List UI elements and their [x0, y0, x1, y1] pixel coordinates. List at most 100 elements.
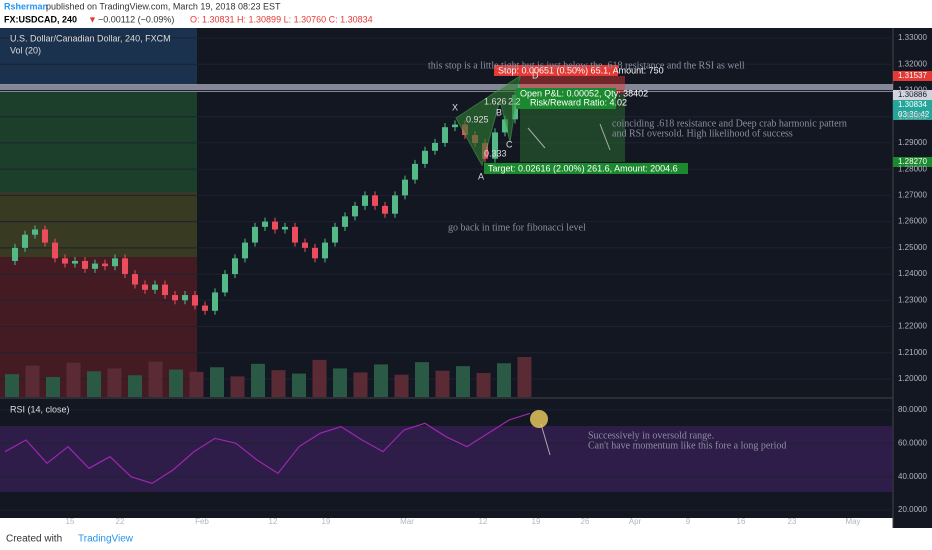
volume-bar — [87, 371, 101, 397]
pnl-label: Open P&L: 0.00052, Qty: 38402 — [520, 88, 648, 98]
countdown: 03:36:42 — [898, 110, 930, 119]
price-marker: 1.30834 — [898, 100, 927, 109]
highlight — [530, 410, 548, 428]
candle — [202, 305, 208, 311]
candle — [282, 226, 288, 230]
volume-bar — [353, 372, 368, 397]
candle — [192, 295, 198, 306]
candle — [252, 226, 258, 243]
time-label: Apr — [629, 517, 642, 526]
volume-label: Vol (20) — [10, 45, 41, 55]
candle — [62, 258, 68, 264]
pattern-ratio: 2.2 — [508, 96, 521, 106]
candle — [362, 195, 368, 206]
target-label-bg — [484, 163, 688, 174]
candle — [422, 150, 428, 164]
volume-bar — [169, 369, 183, 397]
pattern-label: D — [532, 70, 539, 80]
time-label: 12 — [479, 517, 488, 526]
candle — [382, 205, 388, 214]
candle — [272, 221, 278, 230]
volume-bar — [415, 362, 429, 397]
volume-bar — [230, 376, 245, 397]
candle — [232, 258, 238, 275]
candle — [42, 229, 48, 243]
time-label: 9 — [686, 517, 691, 526]
time-label: 16 — [737, 517, 746, 526]
volume-bar — [333, 368, 347, 397]
change-arrow: ▼ — [88, 14, 97, 24]
footer-brand[interactable]: TradingView — [78, 534, 134, 545]
arrow — [599, 123, 611, 151]
price-marker: 1.28270 — [898, 157, 927, 166]
candle — [442, 127, 448, 143]
pattern-ratio: 0.333 — [484, 148, 507, 158]
pattern-ratio: 1.626 — [484, 96, 507, 106]
volume-bar — [517, 357, 532, 397]
candle — [502, 119, 508, 133]
arrow — [527, 127, 546, 149]
pattern-label: C — [506, 139, 513, 149]
change: −0.00112 (−0.09%) — [98, 14, 174, 24]
annotation: Successively in oversold range. — [588, 430, 714, 441]
volume-bar — [292, 373, 306, 397]
price-tick-label: 1.32000 — [898, 59, 927, 68]
candle — [242, 242, 248, 259]
candle — [12, 247, 18, 261]
candle — [412, 163, 418, 180]
price-tick-label: 1.33000 — [898, 33, 927, 42]
volume-bar — [312, 359, 327, 397]
candle — [142, 284, 148, 290]
candle — [222, 274, 228, 293]
rsi-tick-label: 40.0000 — [898, 472, 927, 481]
candle — [102, 263, 108, 267]
candle — [312, 247, 318, 259]
time-label: 15 — [66, 517, 75, 526]
marker-bg — [893, 90, 932, 100]
volume-bar — [435, 370, 450, 397]
volume-bar — [46, 377, 60, 397]
candle — [82, 260, 88, 269]
price-tick-label: 1.23000 — [898, 295, 927, 304]
price-tick-label: 1.28000 — [898, 164, 927, 173]
candle — [32, 229, 38, 235]
volume-bar — [66, 362, 81, 397]
candle — [162, 284, 168, 296]
annotation: Can't have momentum like this fore a lon… — [588, 440, 786, 451]
volume-bar — [25, 365, 40, 397]
volume-bar — [148, 361, 163, 397]
annotation: go back in time for fibonacci level — [448, 222, 586, 233]
time-label: 19 — [322, 517, 331, 526]
ohlc: O: 1.30831 H: 1.30899 L: 1.30760 C: 1.30… — [190, 14, 373, 24]
marker-bg — [893, 71, 932, 81]
candle — [112, 258, 118, 267]
price-tick-label: 1.20000 — [898, 374, 927, 383]
volume-bar — [456, 366, 470, 397]
time-label: 23 — [788, 517, 797, 526]
time-label: May — [845, 517, 860, 526]
volume-bar — [251, 363, 265, 397]
volume-bar — [210, 367, 224, 397]
symbol: FX:USDCAD, 240 — [4, 14, 77, 24]
candle — [132, 274, 138, 285]
candle — [262, 221, 268, 227]
arrow — [540, 423, 551, 456]
candle — [352, 205, 358, 217]
marker-bg — [893, 157, 932, 167]
candle — [302, 242, 308, 248]
time-label: Mar — [400, 517, 414, 526]
author[interactable]: Rsherman — [4, 1, 48, 11]
price-tick-label: 1.25000 — [898, 243, 927, 252]
annotation: this stop is a little tight but is just … — [428, 60, 745, 71]
annotation: coinciding .618 resistance and Deep crab… — [612, 118, 847, 129]
candle — [152, 284, 158, 290]
rsi-tick-label: 80.0000 — [898, 405, 927, 414]
volume-bar — [107, 368, 122, 397]
chart-title: U.S. Dollar/Canadian Dollar, 240, FXCM — [10, 33, 171, 43]
footer-text: Created with — [6, 534, 62, 545]
volume-bar — [5, 374, 19, 397]
price-tick-label: 1.24000 — [898, 269, 927, 278]
fib-zone — [0, 192, 197, 257]
volume-bar — [497, 363, 511, 397]
